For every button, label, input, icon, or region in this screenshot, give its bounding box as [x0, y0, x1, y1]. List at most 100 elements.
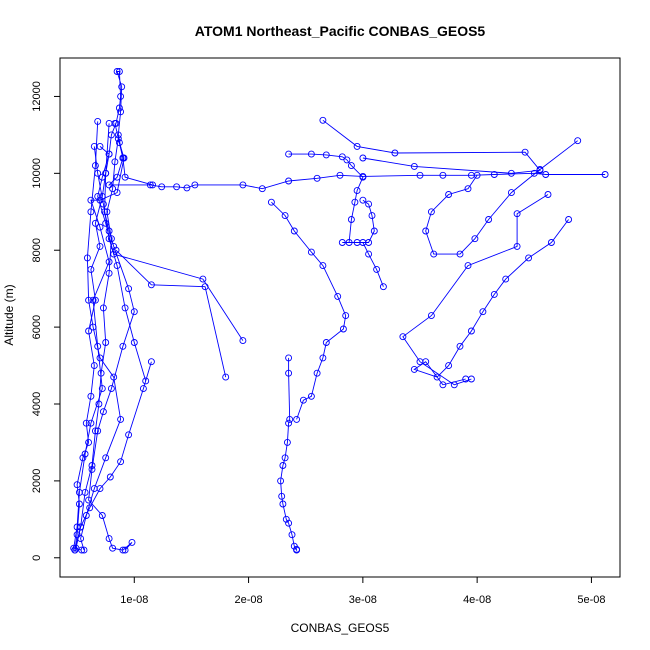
data-point: [91, 296, 99, 304]
data-point: [102, 454, 110, 462]
data-point: [288, 531, 296, 539]
y-tick-label: 10000: [31, 158, 43, 189]
data-point: [85, 438, 93, 446]
data-point: [285, 369, 293, 377]
data-point: [239, 337, 247, 345]
series-line-1: [74, 71, 606, 551]
data-point: [445, 362, 453, 370]
data-point: [88, 465, 96, 473]
data-point: [115, 139, 123, 147]
y-tick-label: 6000: [31, 315, 43, 339]
data-point: [119, 546, 127, 554]
data-point: [96, 196, 104, 204]
data-point: [82, 419, 90, 427]
data-point: [98, 512, 106, 519]
data-point: [102, 339, 110, 346]
data-point: [293, 545, 301, 553]
data-point: [83, 254, 91, 262]
data-point: [467, 375, 475, 383]
data-point: [277, 477, 285, 485]
data-point: [542, 171, 550, 178]
data-point: [490, 290, 498, 298]
data-point: [464, 262, 472, 270]
series-line-5: [271, 201, 347, 420]
data-point: [128, 538, 136, 546]
data-point: [319, 116, 327, 124]
data-point: [115, 68, 123, 75]
data-point: [105, 535, 113, 543]
data-point: [239, 181, 247, 189]
data-point: [279, 462, 287, 469]
data-point: [565, 216, 573, 223]
data-point: [117, 458, 125, 466]
data-point: [359, 239, 367, 246]
data-point: [73, 531, 81, 539]
data-point: [450, 381, 458, 389]
data-point: [416, 171, 424, 179]
data-point: [370, 227, 378, 235]
data-point: [94, 342, 102, 350]
data-point: [125, 431, 133, 439]
data-point: [473, 171, 481, 179]
data-point: [103, 208, 111, 216]
data-point: [286, 415, 294, 423]
x-tick-label: 5e-08: [577, 594, 605, 606]
x-tick-label: 1e-08: [120, 594, 148, 606]
data-point: [365, 200, 373, 208]
data-point: [121, 304, 129, 312]
data-point: [96, 354, 104, 362]
data-point: [490, 171, 498, 178]
data-point: [130, 339, 138, 346]
data-point: [379, 283, 387, 291]
data-point: [279, 500, 287, 508]
data-point: [91, 162, 99, 170]
data-point: [464, 185, 472, 193]
data-point: [89, 296, 97, 304]
data-point: [313, 369, 321, 377]
data-point: [347, 162, 355, 170]
data-point: [536, 166, 544, 173]
data-point: [99, 200, 107, 208]
data-point: [91, 427, 99, 435]
data-point: [87, 208, 95, 216]
data-point: [158, 183, 166, 191]
data-point: [439, 171, 447, 179]
series-line-13: [74, 146, 152, 551]
data-point: [507, 169, 515, 177]
data-point: [87, 419, 95, 427]
data-point: [90, 362, 98, 370]
series-line-6: [280, 357, 298, 552]
data-point: [285, 177, 293, 185]
series-line-12: [115, 249, 227, 378]
data-point: [94, 427, 102, 435]
data-point: [427, 312, 435, 320]
data-point: [87, 392, 95, 400]
data-point: [290, 227, 298, 235]
data-point: [601, 171, 609, 178]
data-point: [282, 515, 290, 523]
data-point: [125, 285, 133, 293]
data-point: [430, 250, 438, 258]
y-tick-label: 2000: [31, 469, 43, 493]
data-point: [98, 385, 106, 393]
data-point: [525, 254, 533, 262]
data-point: [416, 358, 424, 366]
data-point: [96, 223, 104, 231]
plot-area: [59, 57, 621, 578]
data-point: [513, 242, 521, 250]
data-point: [507, 189, 515, 197]
data-point: [77, 535, 85, 543]
x-tick-label: 2e-08: [235, 594, 263, 606]
data-point: [471, 235, 479, 243]
data-point: [342, 312, 350, 320]
data-point: [319, 262, 327, 270]
data-point: [117, 108, 125, 116]
data-point: [105, 269, 113, 277]
data-point: [119, 342, 127, 350]
data-point: [94, 192, 102, 200]
data-point: [285, 354, 293, 362]
data-point: [427, 208, 435, 216]
data-point: [121, 173, 129, 181]
data-point: [283, 438, 291, 446]
